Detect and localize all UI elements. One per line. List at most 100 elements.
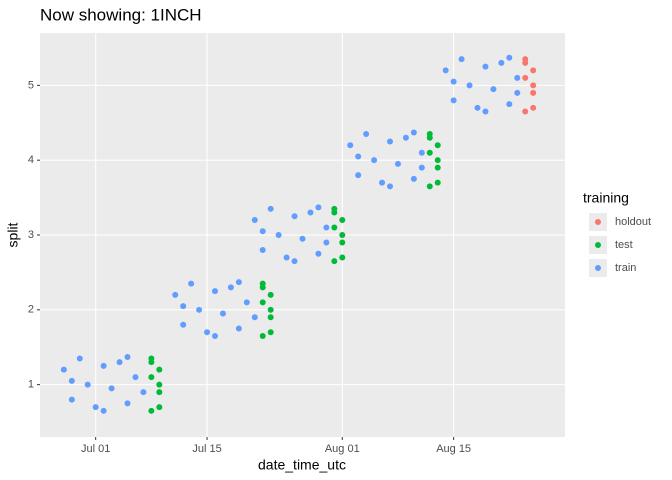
legend-title: training bbox=[583, 190, 629, 206]
point bbox=[331, 258, 338, 265]
point bbox=[156, 404, 163, 411]
point bbox=[227, 284, 234, 291]
point bbox=[530, 82, 537, 89]
point bbox=[100, 362, 107, 369]
y-axis-label: split bbox=[5, 222, 21, 247]
point bbox=[482, 108, 489, 115]
point bbox=[530, 89, 537, 96]
point bbox=[450, 78, 457, 85]
y-tick-label: 4 bbox=[28, 154, 34, 166]
point bbox=[291, 258, 298, 265]
y-tick-label: 5 bbox=[28, 79, 34, 91]
point bbox=[339, 217, 346, 224]
point bbox=[522, 56, 529, 63]
point bbox=[148, 355, 155, 362]
y-tick-label: 2 bbox=[28, 304, 34, 316]
point bbox=[434, 142, 441, 149]
point bbox=[76, 355, 83, 362]
point bbox=[251, 217, 258, 224]
point bbox=[355, 172, 362, 179]
point bbox=[514, 89, 521, 96]
point bbox=[315, 250, 322, 257]
point bbox=[259, 228, 266, 235]
point bbox=[339, 254, 346, 261]
point bbox=[323, 224, 330, 231]
point bbox=[251, 314, 258, 321]
point bbox=[267, 329, 274, 336]
point bbox=[371, 157, 378, 164]
point bbox=[466, 82, 473, 89]
chart-title: Now showing: 1INCH bbox=[40, 5, 202, 24]
point bbox=[339, 232, 346, 238]
point bbox=[68, 377, 75, 384]
point bbox=[180, 321, 187, 328]
point bbox=[275, 232, 282, 238]
point bbox=[347, 142, 354, 149]
x-tick-label: Aug 15 bbox=[436, 443, 471, 455]
legend-marker bbox=[595, 265, 601, 271]
point bbox=[323, 239, 330, 246]
point bbox=[387, 138, 393, 145]
point bbox=[506, 101, 513, 108]
point bbox=[60, 366, 67, 373]
point bbox=[418, 149, 425, 156]
point bbox=[387, 183, 393, 190]
point bbox=[219, 310, 226, 317]
legend-label: train bbox=[615, 262, 636, 274]
point bbox=[530, 104, 537, 111]
x-tick-label: Aug 01 bbox=[325, 443, 360, 455]
point bbox=[482, 63, 489, 70]
point bbox=[291, 213, 298, 220]
point bbox=[434, 164, 441, 171]
point bbox=[442, 67, 449, 74]
point bbox=[124, 400, 131, 407]
point bbox=[307, 209, 314, 216]
y-tick-label: 1 bbox=[28, 379, 34, 391]
point bbox=[418, 164, 425, 171]
point bbox=[156, 381, 163, 388]
point bbox=[458, 56, 465, 63]
point bbox=[506, 54, 513, 61]
point bbox=[426, 131, 433, 137]
point bbox=[259, 333, 266, 339]
point bbox=[84, 381, 91, 388]
point bbox=[267, 314, 274, 321]
point bbox=[204, 329, 211, 336]
point bbox=[331, 224, 338, 231]
point bbox=[259, 246, 266, 253]
point bbox=[426, 183, 433, 190]
point bbox=[410, 129, 417, 136]
point bbox=[283, 254, 290, 261]
point bbox=[148, 407, 155, 414]
point bbox=[402, 134, 409, 141]
point bbox=[315, 204, 322, 211]
point bbox=[331, 205, 338, 212]
point bbox=[267, 306, 274, 313]
point bbox=[267, 205, 274, 212]
point bbox=[522, 108, 529, 115]
point bbox=[522, 74, 529, 81]
point bbox=[140, 389, 147, 396]
point bbox=[132, 374, 139, 381]
point bbox=[339, 239, 346, 246]
point bbox=[212, 333, 218, 339]
point bbox=[148, 374, 155, 381]
point bbox=[235, 325, 242, 332]
point bbox=[267, 291, 274, 298]
point bbox=[92, 404, 99, 411]
legend-marker bbox=[595, 219, 601, 225]
point bbox=[188, 280, 195, 287]
point bbox=[108, 385, 115, 392]
point bbox=[355, 153, 362, 160]
point bbox=[498, 59, 505, 66]
x-axis-label: date_time_utc bbox=[258, 457, 346, 473]
point bbox=[363, 131, 370, 137]
point bbox=[243, 299, 250, 306]
y-tick-label: 3 bbox=[28, 229, 34, 241]
point bbox=[490, 86, 497, 93]
point bbox=[172, 291, 179, 298]
point bbox=[299, 235, 306, 242]
point bbox=[530, 67, 537, 74]
point bbox=[196, 306, 203, 313]
